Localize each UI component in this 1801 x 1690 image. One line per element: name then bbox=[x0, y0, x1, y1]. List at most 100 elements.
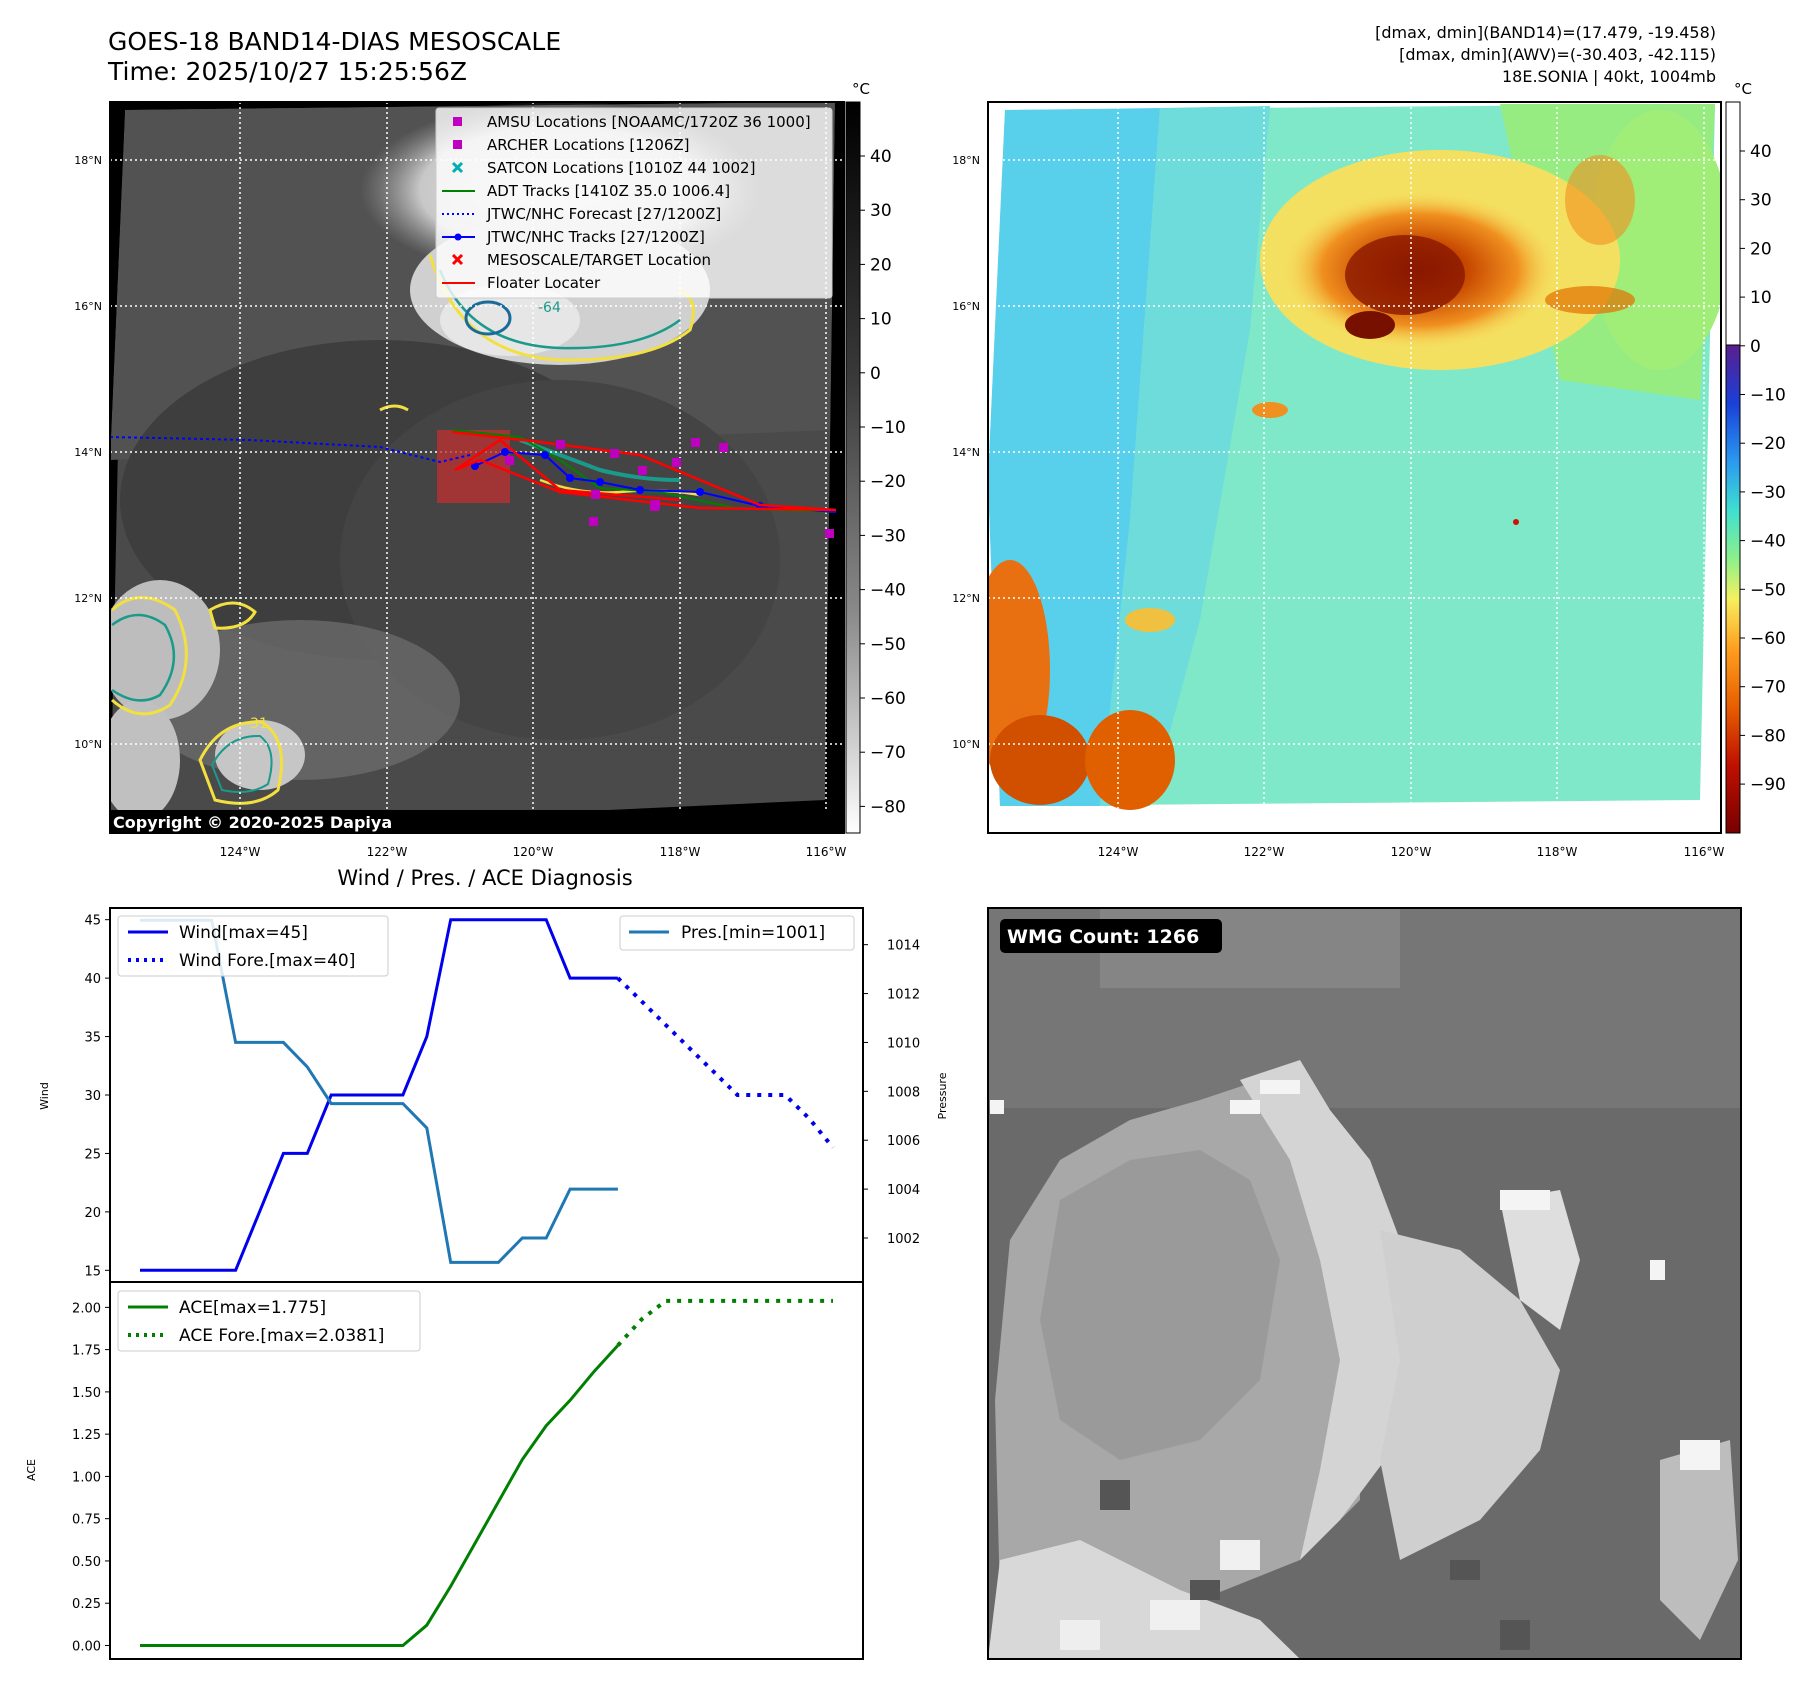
colorbar-tick-label: −30 bbox=[870, 526, 906, 546]
y-tick-label: 0.50 bbox=[72, 1555, 101, 1570]
colorbar-tick-label: −40 bbox=[870, 581, 906, 601]
y-right-tick-label: 1002 bbox=[887, 1232, 920, 1247]
y-right-tick-label: 1008 bbox=[887, 1085, 920, 1100]
lat-label: 16°N bbox=[74, 300, 102, 313]
jtwc-forecast-track bbox=[109, 436, 471, 464]
lat-label: 16°N bbox=[952, 300, 980, 313]
colorbar-tick-label: 40 bbox=[870, 147, 892, 167]
legend-entry-label: SATCON Locations [1010Z 44 1002] bbox=[487, 159, 755, 177]
legend-entry-label: Floater Locater bbox=[487, 274, 601, 292]
info-line2: [dmax, dmin](AWV)=(-30.403, -42.115) bbox=[1399, 45, 1716, 64]
y-right-tick-label: 1012 bbox=[887, 988, 920, 1003]
series-line-ace bbox=[140, 1344, 620, 1647]
colorbar-tick-label: −20 bbox=[1750, 434, 1786, 454]
pressure-legend: Pres.[min=1001] bbox=[619, 915, 855, 951]
y-tick-label: 45 bbox=[84, 914, 101, 929]
y-tick-label: 1.25 bbox=[72, 1428, 101, 1443]
wind-axis-label: Wind bbox=[38, 1082, 51, 1110]
y-tick-label: 35 bbox=[84, 1031, 101, 1046]
y-tick-label: 2.00 bbox=[72, 1301, 101, 1316]
colorbar-tick-label: 0 bbox=[870, 364, 881, 384]
wv-lat-gridlines bbox=[988, 159, 1721, 745]
lat-label: 12°N bbox=[74, 592, 102, 605]
lat-label: 18°N bbox=[74, 154, 102, 167]
lon-label: 116°W bbox=[1684, 845, 1725, 859]
y-right-tick-label: 1010 bbox=[887, 1036, 920, 1051]
colorbar-tick-label: −60 bbox=[870, 689, 906, 709]
lon-label: 118°W bbox=[660, 845, 701, 859]
y-tick-label: 25 bbox=[84, 1147, 101, 1162]
contour-label: -31 bbox=[245, 716, 268, 732]
colorbar-tick-label: −90 bbox=[1750, 775, 1786, 795]
legend-cross-marker bbox=[451, 253, 464, 266]
colorbar-tick-label: 10 bbox=[1750, 288, 1772, 308]
ir-lat-labels: 18°N 16°N 14°N 12°N 10°N bbox=[74, 154, 102, 751]
ir-satellite-panel: AMSU Locations [NOAAMC/1720Z 36 1000] ARC… bbox=[74, 101, 847, 859]
lon-label: 122°W bbox=[1244, 845, 1285, 859]
wv-imagery bbox=[988, 104, 1721, 810]
colorbar-tick-label: −20 bbox=[870, 472, 906, 492]
legend-entry-label: ARCHER Locations [1206Z] bbox=[487, 136, 690, 154]
y-right-tick-label: 1004 bbox=[887, 1183, 920, 1198]
lon-label: 122°W bbox=[367, 845, 408, 859]
wind-legend-label: Wind[max=45] bbox=[179, 923, 308, 943]
colorbar-tick-label: −10 bbox=[1750, 386, 1786, 406]
amsu-archer-points bbox=[505, 438, 834, 538]
legend-entry-label: MESOSCALE/TARGET Location bbox=[487, 251, 711, 269]
ir-legend: AMSU Locations [NOAAMC/1720Z 36 1000] ARC… bbox=[435, 107, 833, 299]
wv-colorbar-unit: °C bbox=[1734, 80, 1752, 98]
colorbar-tick-label: 40 bbox=[1750, 142, 1772, 162]
figure-title-line1: GOES-18 BAND14-DIAS MESOSCALE bbox=[108, 27, 561, 56]
wmg-count-badge bbox=[1000, 919, 1222, 953]
storm-track-overlay bbox=[109, 429, 837, 538]
copyright-bar bbox=[110, 810, 844, 833]
legend-point-marker bbox=[454, 233, 462, 241]
contour-label: -64 bbox=[538, 300, 561, 316]
y-right-tick-label: 1014 bbox=[887, 939, 920, 954]
wv-colorbar: °C 40 30 20 10 0 −10 −20 −30 −40 −50 −60 −70 −80 −90 bbox=[1725, 80, 1786, 834]
wv-lon-gridlines bbox=[1117, 102, 1705, 833]
wind-pressure-chart: Wind Pressure 45 40 35 30 25 20 15 1014 1012 101… bbox=[38, 907, 949, 1283]
ir-colorbar: °C 40 30 20 10 0 −10 −20 −30 −40 −50 −60 −70 −80 bbox=[845, 80, 906, 834]
wv-lon-labels: 124°W 122°W 120°W 118°W 116°W bbox=[1098, 845, 1725, 859]
y-tick-label: 30 bbox=[84, 1089, 101, 1104]
legend-cross-marker bbox=[451, 161, 464, 174]
figure-title-line2: Time: 2025/10/27 15:25:56Z bbox=[107, 57, 467, 86]
wv-satellite-panel: 18°N 16°N 14°N 12°N 10°N 124°W 122°W 120°W 118°… bbox=[952, 101, 1725, 859]
colorbar-tick-label: 0 bbox=[1750, 337, 1761, 357]
ace-legend: ACE[max=1.775] ACE Fore.[max=2.0381] bbox=[117, 1290, 421, 1352]
y-tick-label: 15 bbox=[84, 1264, 101, 1279]
colorbar-tick-label: −40 bbox=[1750, 532, 1786, 552]
copyright-text: Copyright © 2020-2025 Dapiya bbox=[113, 813, 392, 832]
colorbar-tick-label: −70 bbox=[1750, 678, 1786, 698]
info-line1: [dmax, dmin](BAND14)=(17.479, -19.458) bbox=[1375, 23, 1716, 42]
ace-fore-legend-label: ACE Fore.[max=2.0381] bbox=[179, 1326, 384, 1346]
y-tick-label: 40 bbox=[84, 972, 101, 987]
legend-square-marker bbox=[453, 117, 462, 126]
ir-lon-labels: 124°W 122°W 120°W 118°W 116°W bbox=[220, 845, 847, 859]
ace-chart: ACE 2.00 1.75 1.50 1.25 1.00 0.75 0.50 0.25 0.00… bbox=[25, 1281, 864, 1660]
legend-square-marker bbox=[453, 140, 462, 149]
ace-axis-label: ACE bbox=[25, 1459, 38, 1481]
lat-label: 10°N bbox=[952, 738, 980, 751]
legend-entry-label: JTWC/NHC Forecast [27/1200Z] bbox=[486, 205, 721, 223]
colorbar-tick-label: −50 bbox=[1750, 580, 1786, 600]
wind-legend: Wind[max=45] Wind Fore.[max=40] bbox=[117, 915, 389, 977]
colorbar-tick-label: −30 bbox=[1750, 483, 1786, 503]
colorbar-tick-label: −80 bbox=[870, 797, 906, 817]
y-tick-label: 20 bbox=[84, 1206, 101, 1221]
series-line-wind bbox=[140, 918, 618, 1272]
contour-labels: -64 -31 bbox=[245, 300, 561, 732]
colorbar-tick-label: 20 bbox=[870, 255, 892, 275]
pressure-axis-label: Pressure bbox=[936, 1072, 949, 1119]
lon-label: 118°W bbox=[1537, 845, 1578, 859]
lat-label: 14°N bbox=[952, 446, 980, 459]
diagnosis-title: Wind / Pres. / ACE Diagnosis bbox=[337, 866, 632, 890]
colorbar-tick-label: 10 bbox=[870, 310, 892, 330]
lat-label: 12°N bbox=[952, 592, 980, 605]
y-tick-label: 0.25 bbox=[72, 1597, 101, 1612]
lon-label: 120°W bbox=[513, 845, 554, 859]
ace-legend-label: ACE[max=1.775] bbox=[179, 1298, 326, 1318]
pressure-legend-label: Pres.[min=1001] bbox=[681, 923, 825, 943]
colorbar-tick-label: −70 bbox=[870, 743, 906, 763]
